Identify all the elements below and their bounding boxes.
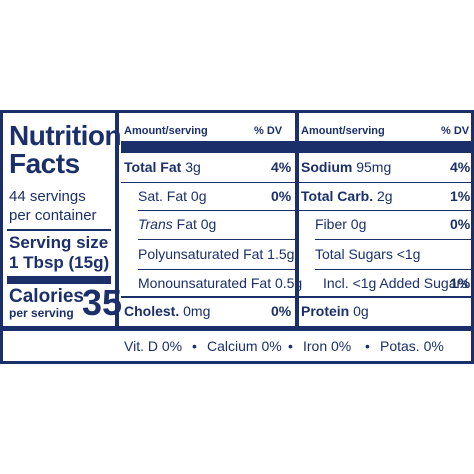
right-header-amount: Amount/serving xyxy=(301,125,385,137)
sat-fat: Sat. Fat 0g xyxy=(138,188,207,204)
cholesterol-dv: 0% xyxy=(271,303,292,319)
row-rule xyxy=(299,210,471,211)
column-divider xyxy=(115,113,119,329)
calories-per-serving: per serving xyxy=(9,306,74,320)
total-carb-dv: 1% xyxy=(450,188,471,204)
total-fat-dv: 4% xyxy=(271,159,292,175)
row-rule xyxy=(315,269,471,270)
polyunsaturated-fat: Polyunsaturated Fat 1.5g xyxy=(138,246,295,262)
title-facts: Facts xyxy=(9,148,80,179)
serving-size-label: Serving size xyxy=(9,233,109,252)
left-header-bar xyxy=(121,141,295,153)
right-header-dv: % DV xyxy=(441,125,470,137)
sat-fat-dv: 0% xyxy=(271,188,292,204)
bullet-sep: • xyxy=(192,338,197,354)
left-header-amount: Amount/serving xyxy=(124,125,208,137)
cholesterol: Cholest. 0mg xyxy=(124,303,211,319)
servings-per-container: 44 servings xyxy=(9,188,86,205)
fiber-dv: 0% xyxy=(450,216,471,232)
row-rule xyxy=(121,182,295,183)
column-divider-middle xyxy=(295,113,299,329)
calories-label: Calories xyxy=(9,286,84,307)
calcium: Calcium 0% xyxy=(207,338,282,354)
divider-thin xyxy=(7,229,111,231)
vitamin-d: Vit. D 0% xyxy=(124,338,183,354)
total-fat: Total Fat 3g xyxy=(124,159,201,175)
row-rule xyxy=(315,239,471,240)
left-header-dv: % DV xyxy=(254,125,283,137)
row-rule xyxy=(138,239,295,240)
potassium: Potas. 0% xyxy=(380,338,444,354)
monounsaturated-fat: Monounsaturated Fat 0.5g xyxy=(138,275,303,291)
protein: Protein 0g xyxy=(301,303,369,319)
total-sugars: Total Sugars <1g xyxy=(315,246,421,262)
row-rule-thick xyxy=(299,296,471,298)
title-nutrition: Nutrition xyxy=(9,120,122,151)
servings-per-container-2: per container xyxy=(9,207,97,224)
trans-fat: Trans Fat 0g xyxy=(138,216,217,232)
total-carb: Total Carb. 2g xyxy=(301,188,393,204)
row-rule-thick xyxy=(121,296,295,298)
fiber: Fiber 0g xyxy=(315,216,367,232)
added-sugars-dv: 1% xyxy=(450,275,471,291)
divider-thick xyxy=(7,276,111,284)
row-rule xyxy=(299,182,471,183)
nutrition-facts-panel: Nutrition Facts 44 servings per containe… xyxy=(0,110,474,364)
sodium-dv: 4% xyxy=(450,159,471,175)
serving-size-value: 1 Tbsp (15g) xyxy=(9,253,110,272)
row-rule xyxy=(138,269,295,270)
footer-divider xyxy=(3,326,471,331)
bullet-sep: • xyxy=(365,338,370,354)
sodium: Sodium 95mg xyxy=(301,159,392,175)
bullet-sep: • xyxy=(288,338,293,354)
row-rule xyxy=(138,210,295,211)
added-sugars: Incl. <1g Added Sugars xyxy=(323,275,469,291)
right-header-bar xyxy=(299,141,471,153)
iron: Iron 0% xyxy=(303,338,352,354)
